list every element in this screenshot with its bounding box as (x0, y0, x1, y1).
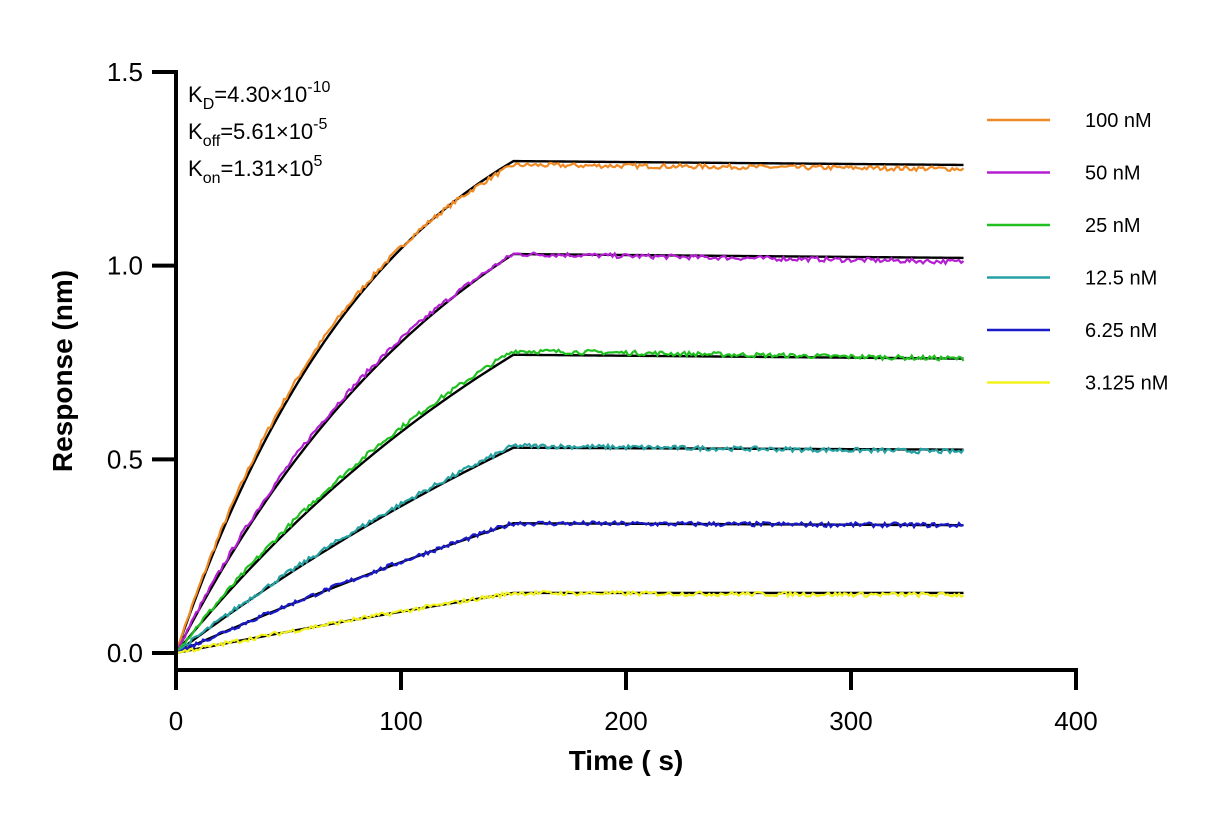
fit-line (174, 159, 964, 654)
series-line (175, 348, 965, 654)
legend-label: 50 nM (1085, 163, 1141, 185)
x-tick-label: 0 (169, 706, 183, 736)
legend-label: 25 nM (1085, 215, 1141, 237)
x-ticks: 0 100 200 300 400 (169, 670, 1098, 736)
y-tick-label: 1.0 (107, 251, 143, 281)
fit-line (175, 353, 964, 654)
kinetic-constant: Koff=5.61×10-5 (188, 116, 328, 150)
y-ticks: 0.0 0.5 1.0 1.5 (107, 57, 176, 668)
y-tick-label: 1.5 (107, 57, 143, 87)
kinetic-constant: Kon=1.31×105 (188, 153, 322, 187)
series-line (175, 251, 965, 654)
x-tick-label: 100 (379, 706, 422, 736)
x-axis-title: Time ( s) (569, 745, 684, 776)
series-line (175, 519, 964, 655)
legend-label: 100 nM (1085, 110, 1152, 132)
legend-label: 3.125 nM (1085, 373, 1168, 395)
x-tick-label: 300 (829, 706, 872, 736)
kinetic-constant: KD=4.30×10-10 (188, 79, 330, 113)
series-line (175, 442, 965, 654)
legend: 100 nM 50 nM 25 nM 12.5 nM 6.25 nM 3.125 nM (987, 110, 1168, 395)
x-tick-label: 400 (1054, 706, 1097, 736)
legend-label: 6.25 nM (1085, 320, 1157, 342)
fit-line (175, 522, 964, 655)
series-line (175, 589, 965, 655)
legend-label: 12.5 nM (1085, 268, 1157, 290)
data-lines (174, 161, 965, 655)
x-tick-label: 200 (604, 706, 647, 736)
fit-lines (174, 159, 964, 655)
fit-line (175, 446, 964, 654)
y-tick-label: 0.0 (107, 638, 143, 668)
series-line (174, 161, 965, 654)
y-axis-title: Response (nm) (47, 270, 78, 472)
y-tick-label: 0.5 (107, 444, 143, 474)
